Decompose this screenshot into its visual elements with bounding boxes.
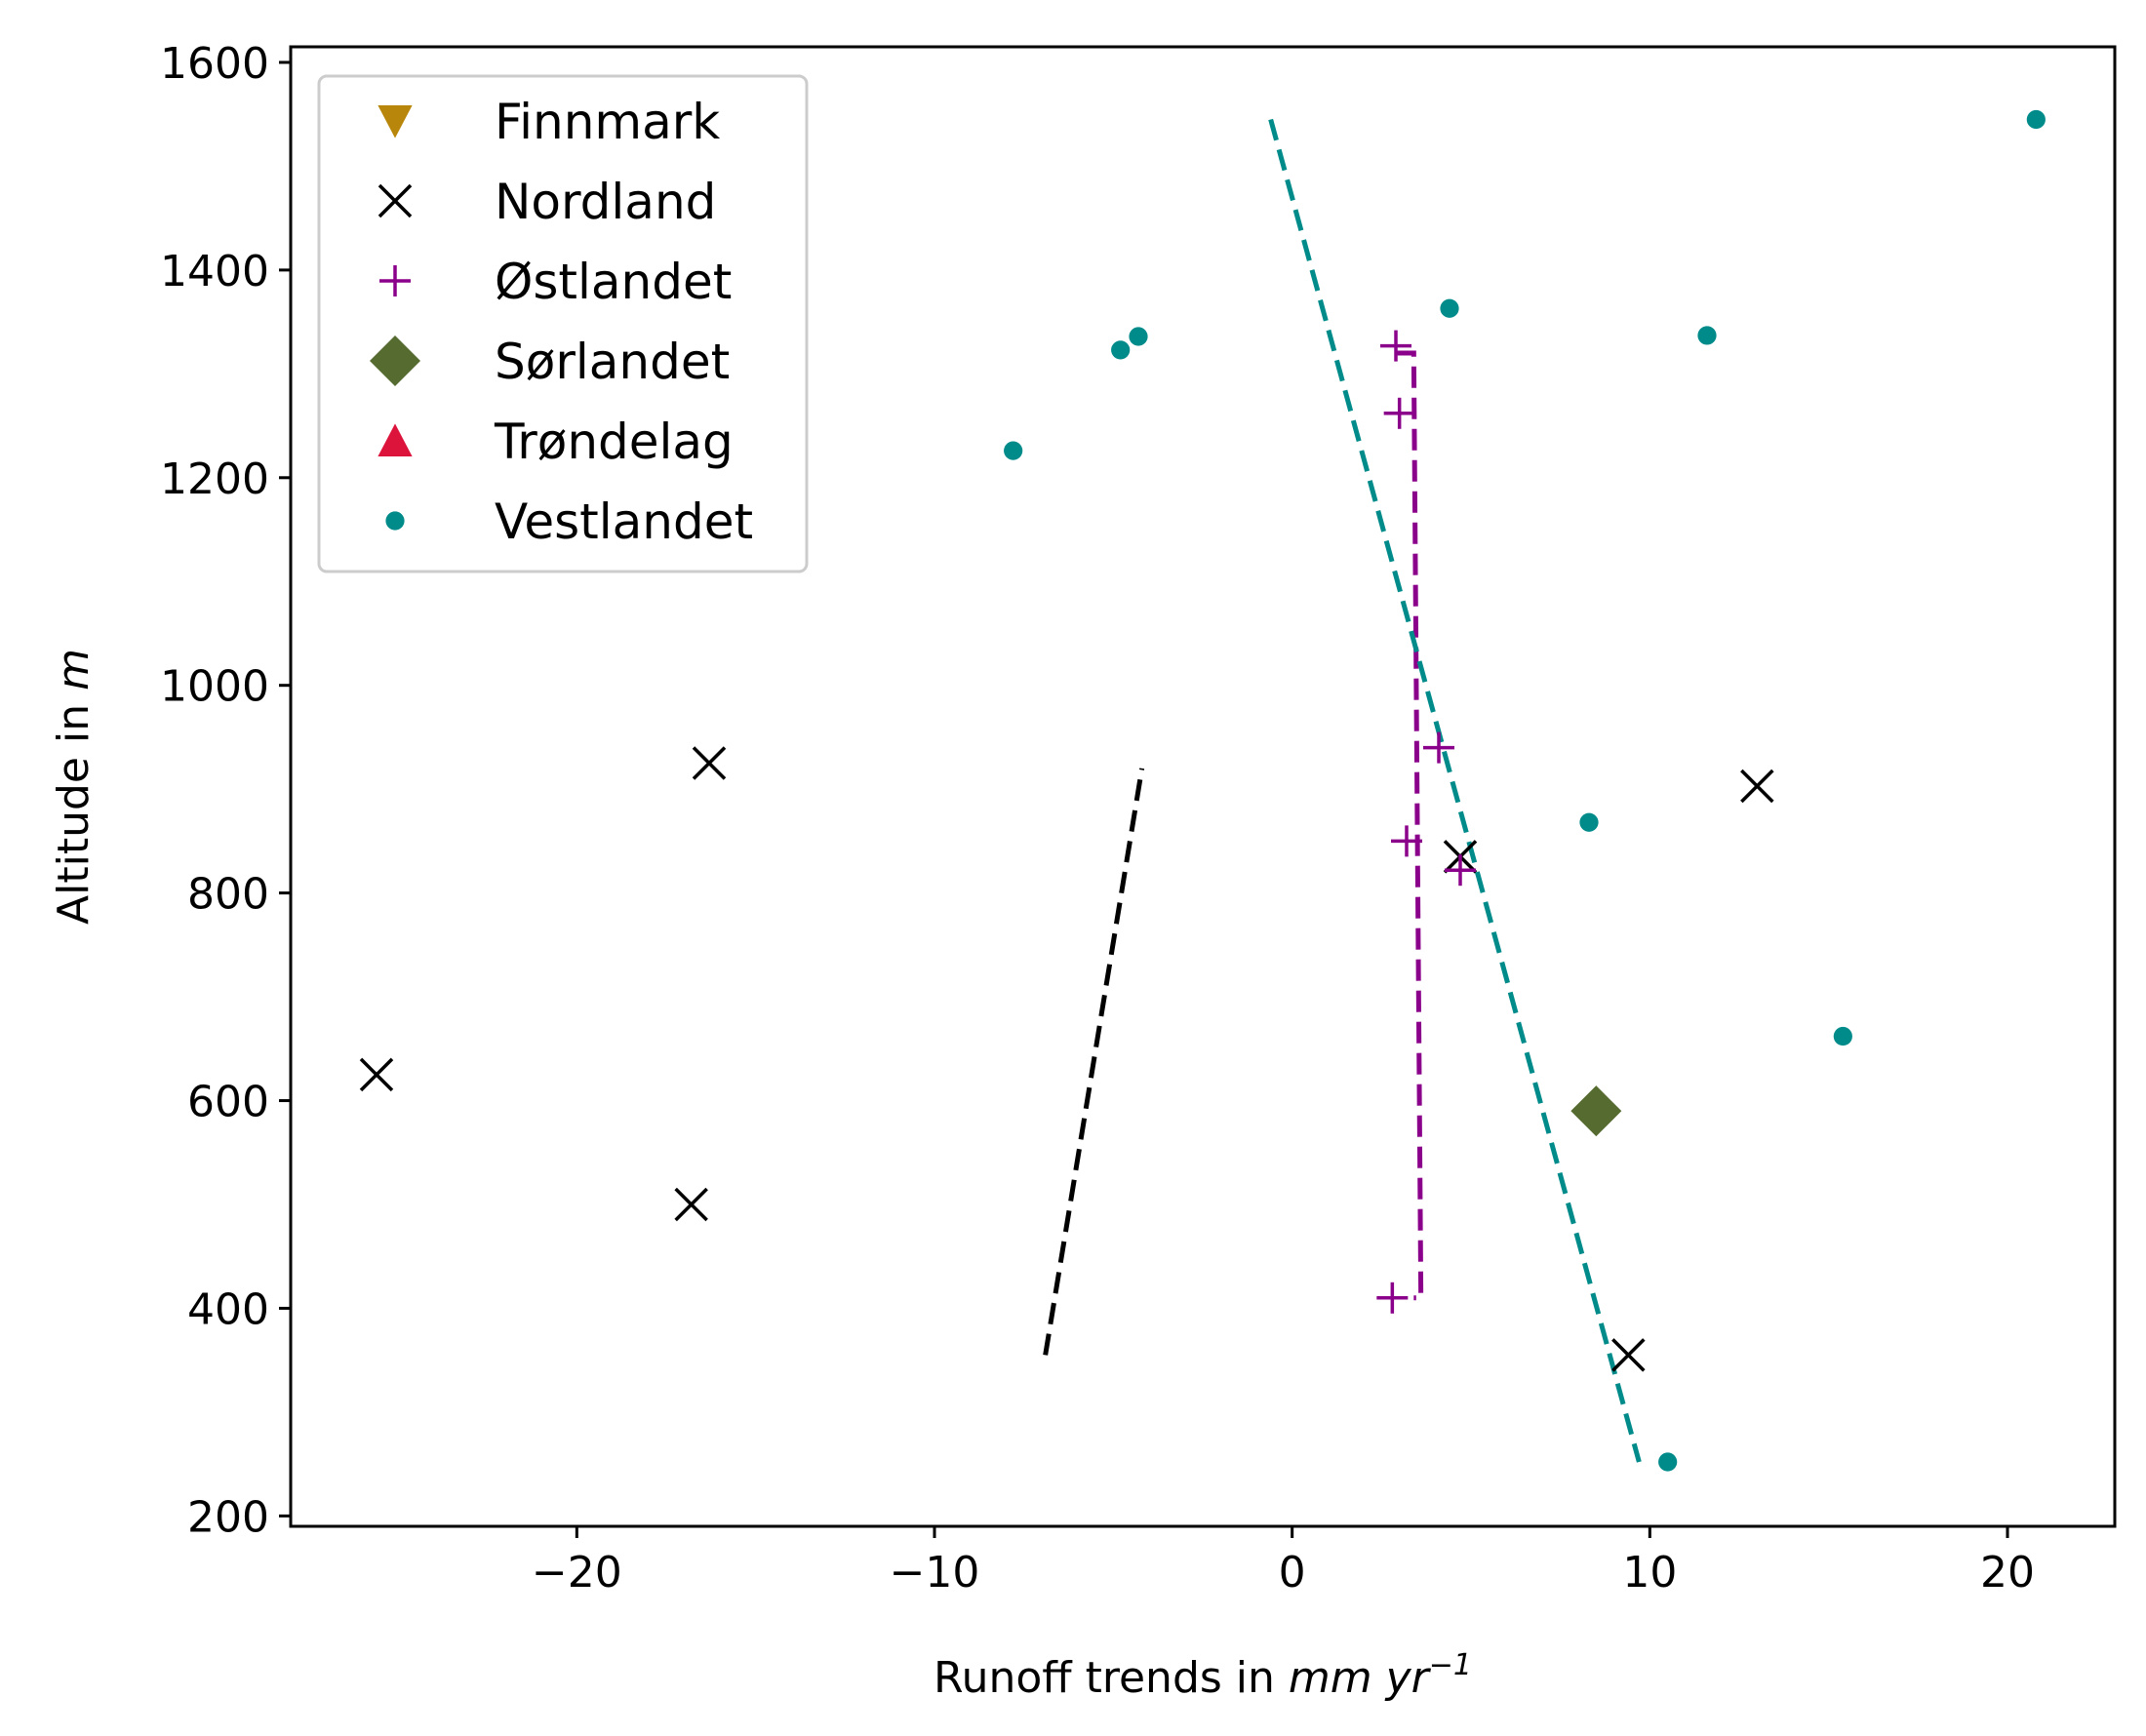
legend-marker-tr-ndelag [378,423,413,456]
y-axis-label: Altitude in m [49,649,99,925]
point-nordland-1 [692,746,727,780]
x-tick-label-1: −10 [890,1548,980,1598]
trend-lines-layer [1043,118,1642,1463]
legend: Finnmark Nordland Østlandet Sørlandet Trønde… [317,74,809,573]
point-nordland-4 [1740,769,1774,804]
point-nordland-5 [1611,1338,1646,1372]
y-tick-label-3: 800 [187,870,269,920]
legend-label-nordland: Nordland [495,174,716,230]
y-axis-ticks: 200 400 600 800 1000 1200 1400 1600 [160,39,291,1542]
legend-label-vestlandet: Vestlandet [495,493,753,550]
point-nordland-2-stroke-b [674,1187,708,1222]
y-tick-label-5: 1200 [160,454,269,504]
trend-line-1 [1396,350,1424,1301]
legend-marker-nordland-stroke-b [378,183,413,218]
point-vestlandet-2 [1129,327,1148,346]
legend-label-tr-ndelag: Trøndelag [494,414,734,470]
y-tick-label-4: 1000 [160,662,269,712]
x-tick-label-2: 0 [1279,1548,1306,1598]
trend-line-2 [1268,118,1642,1463]
point-vestlandet-4 [1697,326,1717,345]
legend-box [317,74,809,573]
point-vestlandet-0 [1004,441,1023,460]
y-tick-label-1: 400 [187,1284,269,1334]
point--stlandet-1 [1383,397,1415,429]
x-tick-label-0: −20 [532,1548,622,1598]
y-tick-label-6: 1400 [160,247,269,296]
legend-label-finnmark: Finnmark [495,94,720,150]
legend-marker-s-rlandet [370,335,420,386]
point-nordland-2 [674,1187,708,1222]
point-nordland-1-stroke-b [692,746,727,780]
point-vestlandet-5 [1579,812,1599,832]
legend-marker-vestlandet [385,511,405,531]
x-axis-label: Runoff trends in mm yr−1 [934,1648,1472,1703]
legend-label-s-rlandet: Sørlandet [495,334,730,390]
y-tick-label-7: 1600 [160,39,269,89]
point--stlandet-2 [1423,731,1454,764]
point--stlandet-0 [1380,330,1411,362]
point-nordland-0 [359,1057,394,1092]
point-nordland-4-stroke-b [1740,769,1774,804]
point-vestlandet-7 [2026,109,2046,130]
legend-marker-nordland [378,183,413,218]
data-points-layer [359,109,2046,1472]
point--stlandet-4 [1445,854,1476,887]
y-tick-label-0: 200 [187,1492,269,1542]
x-tick-label-3: 10 [1622,1548,1677,1598]
trend-line-0 [1043,768,1145,1356]
point-s-rlandet-0 [1570,1085,1622,1137]
legend-marker--stlandet [379,265,411,296]
point-vestlandet-6 [1833,1026,1852,1046]
plot-frame [289,45,2117,1528]
point-vestlandet-1 [1111,340,1131,360]
x-axis-ticks: −20 −10 0 10 20 [532,1526,2035,1598]
point--stlandet-5 [1376,1282,1409,1314]
point-nordland-0-stroke-b [359,1057,394,1092]
point-vestlandet-8 [1658,1452,1678,1472]
legend-label--stlandet: Østlandet [495,254,732,310]
point--stlandet-3 [1391,825,1422,857]
point-vestlandet-3 [1440,298,1459,318]
x-tick-label-4: 20 [1980,1548,2035,1598]
legend-marker-finnmark [378,105,413,138]
y-tick-label-2: 600 [187,1078,269,1127]
point-nordland-5-stroke-b [1611,1338,1646,1372]
